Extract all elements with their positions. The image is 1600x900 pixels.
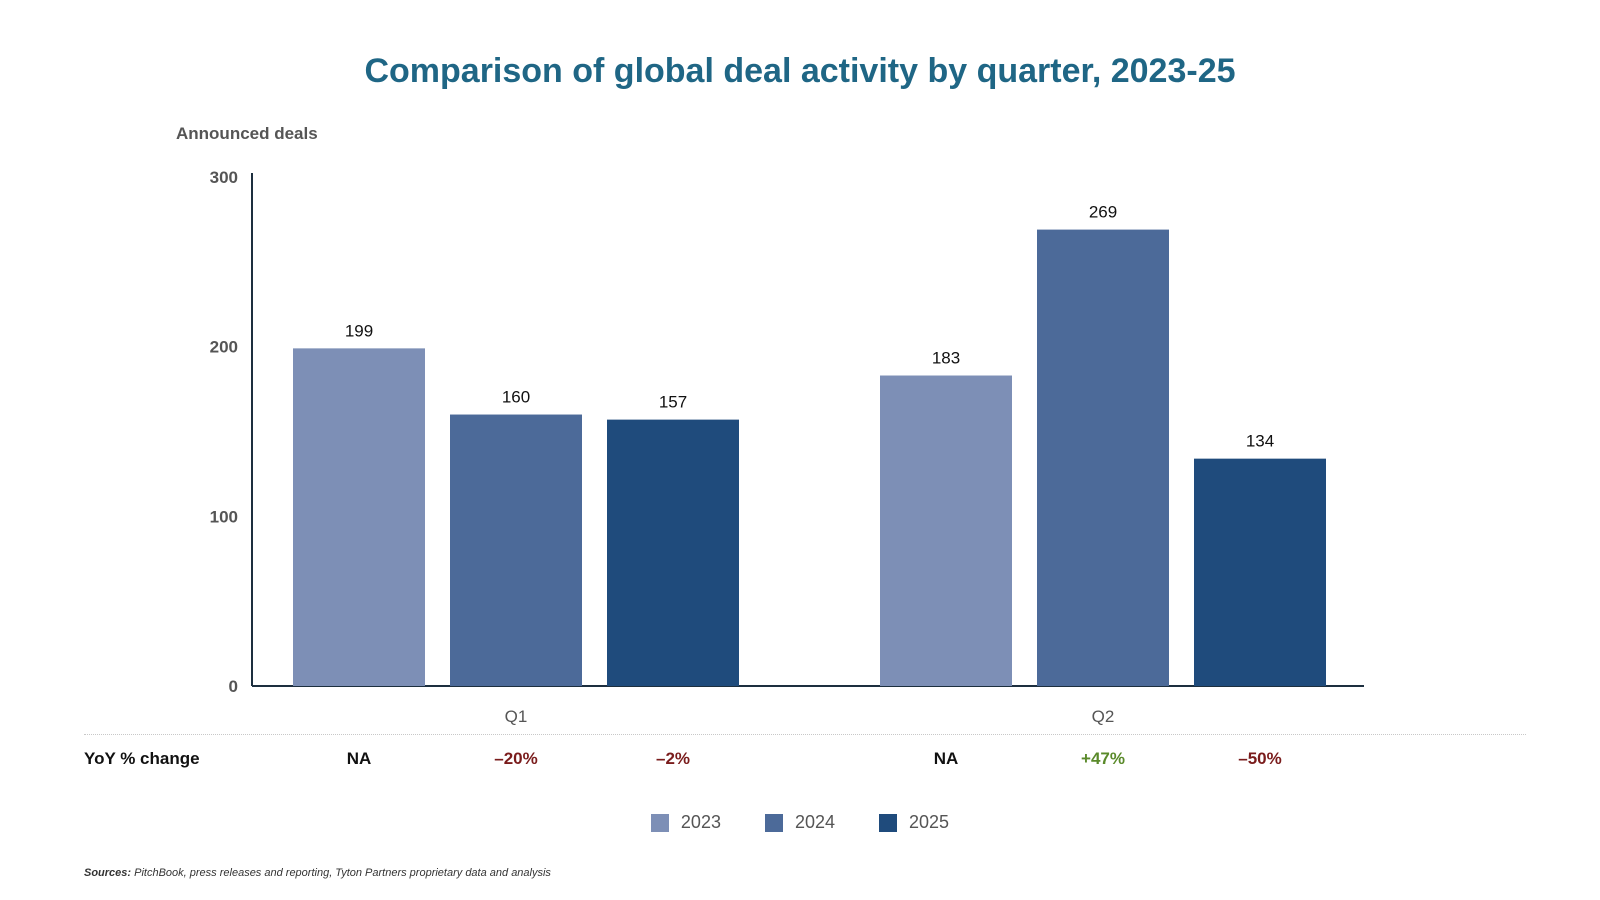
legend: 2023 2024 2025 <box>0 812 1600 833</box>
y-tick-label: 0 <box>229 677 238 696</box>
sources-note: Sources: PitchBook, press releases and r… <box>84 867 551 879</box>
chart-title: Comparison of global deal activity by qu… <box>364 52 1236 90</box>
legend-swatch <box>879 813 898 832</box>
bar <box>880 375 1012 686</box>
yoy-value: NA <box>346 749 372 768</box>
bar-value-label: 269 <box>1089 203 1117 222</box>
legend-swatch <box>764 813 783 832</box>
yoy-value: +47% <box>1081 749 1125 768</box>
bar-value-label: 160 <box>502 388 530 407</box>
y-tick-label: 200 <box>210 338 238 357</box>
legend-item: 2025 <box>879 812 949 833</box>
yoy-value: –20% <box>494 749 538 768</box>
bar-value-label: 199 <box>345 321 373 340</box>
yoy-value: –2% <box>655 749 691 768</box>
bar <box>293 348 425 686</box>
y-tick-label: 100 <box>210 507 238 526</box>
yoy-value: –50% <box>1238 749 1282 768</box>
legend-label: 2025 <box>909 812 950 832</box>
sources-text: PitchBook, press releases and reporting,… <box>134 867 551 879</box>
yoy-label: YoY % change <box>84 749 200 768</box>
bar <box>450 414 582 686</box>
bar <box>607 419 739 686</box>
y-tick-label: 300 <box>210 168 238 187</box>
yoy-divider <box>84 734 1526 735</box>
legend-item: 2023 <box>650 812 721 833</box>
legend-label: 2023 <box>680 812 721 832</box>
bar-value-label: 157 <box>659 393 687 412</box>
bar <box>1194 458 1326 686</box>
bar <box>1037 229 1169 686</box>
x-tick-label: Q1 <box>505 707 528 726</box>
bar-value-label: 134 <box>1246 432 1274 451</box>
yoy-value: NA <box>933 749 959 768</box>
legend-item: 2024 <box>764 812 836 833</box>
bar-value-label: 183 <box>932 349 960 368</box>
legend-label: 2024 <box>794 812 836 832</box>
legend-swatch <box>650 813 669 832</box>
y-axis-label: Announced deals <box>176 124 318 143</box>
x-tick-label: Q2 <box>1092 707 1115 726</box>
sources-label: Sources: <box>84 867 132 879</box>
